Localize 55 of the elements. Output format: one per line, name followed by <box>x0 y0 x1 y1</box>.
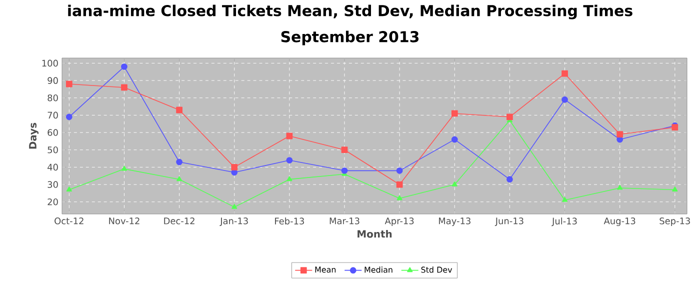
point <box>672 186 678 192</box>
x-axis-title: Month <box>358 230 392 238</box>
point <box>341 167 348 174</box>
point <box>506 176 513 183</box>
x-tick-label: Oct-12 <box>54 218 84 224</box>
point <box>232 204 238 209</box>
point <box>176 158 182 166</box>
point <box>121 84 128 91</box>
point <box>452 181 458 186</box>
point <box>286 176 292 182</box>
x-tick-label: Jan-13 <box>220 218 248 226</box>
x-tick-label: May-13 <box>438 218 470 226</box>
x-tick-label: Apr-13 <box>384 218 414 226</box>
y-tick-label: 20 <box>48 198 58 206</box>
point <box>617 184 623 190</box>
point <box>286 132 293 140</box>
y-tick-label: 80 <box>48 94 58 102</box>
point <box>341 146 348 154</box>
x-tick-label: Dec-12 <box>164 218 194 224</box>
y-tick-label: 90 <box>48 77 58 84</box>
point <box>451 110 458 117</box>
point <box>396 167 403 174</box>
x-tick-label: Feb-13 <box>275 218 304 224</box>
x-tick-label: Sep-13 <box>660 218 690 226</box>
point <box>66 114 72 120</box>
x-tick-label: Jul-13 <box>552 218 577 226</box>
point <box>396 181 403 188</box>
x-tick-label: Jun-13 <box>494 218 524 226</box>
point <box>66 80 72 88</box>
chart-title: iana-mime Closed Tickets Mean, Std Dev, Median Processing Times <box>68 4 632 20</box>
x-tick-label: Mar-13 <box>330 218 360 224</box>
y-tick-label: 100 <box>42 60 58 67</box>
point <box>231 164 238 170</box>
y-tick-label: 40 <box>48 164 58 171</box>
chart-subtitle: September 2013 <box>281 30 419 46</box>
point <box>396 195 402 200</box>
point <box>616 131 624 138</box>
point <box>176 176 182 182</box>
point <box>562 70 568 77</box>
y-tick-label: 30 <box>48 181 58 188</box>
point <box>121 63 128 70</box>
point <box>562 96 568 103</box>
y-axis-title: Days <box>29 122 39 149</box>
x-tick-label: Nov-12 <box>109 218 140 224</box>
y-tick-label: 60 <box>48 129 58 136</box>
point <box>451 136 458 143</box>
point <box>286 157 293 164</box>
x-tick-label: Aug-13 <box>604 218 636 226</box>
point <box>176 106 182 114</box>
y-tick-label: 50 <box>48 146 58 154</box>
point <box>506 114 513 120</box>
point <box>562 196 568 202</box>
point <box>121 166 128 171</box>
y-tick-label: 70 <box>48 112 58 119</box>
point <box>66 186 72 192</box>
